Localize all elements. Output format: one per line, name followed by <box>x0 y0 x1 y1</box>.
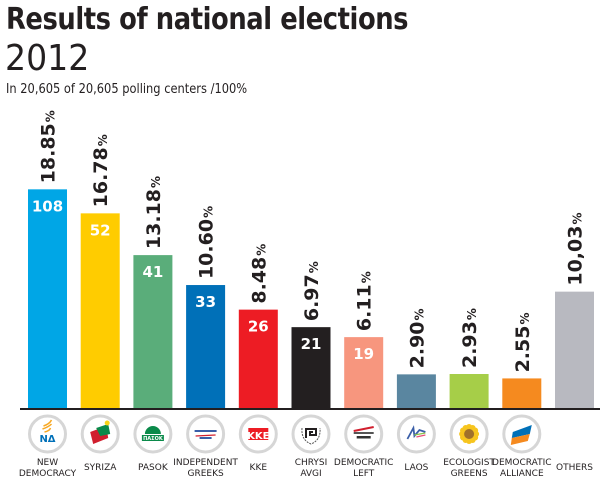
percent-label: 8.48% <box>248 244 270 304</box>
bar-democratic-left <box>344 337 384 408</box>
ecologist-greens-logo-icon <box>449 414 489 454</box>
bar-new-democracy <box>28 189 67 408</box>
category-label: LAOS <box>404 463 428 473</box>
seats-label: 26 <box>248 318 269 336</box>
seats-label: 19 <box>353 345 374 363</box>
percent-label: 2.93% <box>459 308 481 368</box>
independent-greeks-logo-icon <box>186 414 226 454</box>
category-label: DEMOCRATIC ALLIANCE <box>492 458 552 479</box>
svg-text:ΠΑΣΟΚ: ΠΑΣΟΚ <box>143 436 164 442</box>
percent-label: 10,03% <box>565 213 587 286</box>
category-label: ECOLOGIST GREENS <box>443 458 495 479</box>
kke-logo-icon: KKE <box>238 414 278 454</box>
percent-label: 6.11% <box>354 271 376 331</box>
svg-text:NΔ: NΔ <box>39 434 55 445</box>
chart-subtitle: In 20,605 of 20,605 polling centers /100… <box>6 82 248 97</box>
category-label: NEW DEMOCRACY <box>19 458 77 479</box>
percent-label: 2.90% <box>406 308 428 368</box>
category-label: OTHERS <box>556 463 593 473</box>
seats-label: 33 <box>195 293 216 311</box>
syriza-logo-icon <box>80 414 120 454</box>
democratic-left-logo-icon <box>344 414 384 454</box>
category-label: DEMOCRATIC LEFT <box>334 458 394 479</box>
seats-label: 108 <box>32 197 63 215</box>
svg-text:KKE: KKE <box>247 431 269 442</box>
category-label: KKE <box>250 463 268 473</box>
percent-label: 6.97% <box>301 261 323 321</box>
bar-kke <box>238 309 278 408</box>
percent-label: 18.85% <box>38 110 60 183</box>
bar-democratic-alliance <box>502 378 542 408</box>
category-label: SYRIZA <box>84 463 117 473</box>
category-label: PASOK <box>138 463 169 473</box>
chart-title: Results of national elections <box>6 2 409 37</box>
percent-label: 13.18% <box>143 176 165 249</box>
bar-chrysi-avgi <box>291 327 331 408</box>
nd-logo-icon: NΔ <box>28 414 67 454</box>
bar-ecologist-greens <box>449 374 489 408</box>
category-label: INDEPENDENT GREEKS <box>173 458 238 479</box>
bar-pasok <box>133 255 173 408</box>
pasok-logo-icon: ΠΑΣΟΚ <box>133 414 173 454</box>
bar-laos <box>396 374 436 408</box>
bar-independent-greeks <box>186 285 226 408</box>
category-label: CHRYSI AVGI <box>295 458 328 479</box>
chrysi-avgi-logo-icon <box>291 414 331 454</box>
seats-label: 41 <box>142 263 163 281</box>
democratic-alliance-logo-icon <box>502 414 542 454</box>
percent-label: 2.55% <box>512 312 534 372</box>
percent-label: 10.60% <box>196 206 218 279</box>
bar-others <box>555 291 594 408</box>
bar-syriza <box>80 213 120 408</box>
laos-logo-icon <box>396 414 436 454</box>
seats-label: 52 <box>90 221 111 239</box>
chart-year: 2012 <box>5 38 90 79</box>
percent-label: 16.78% <box>90 134 112 207</box>
seats-label: 21 <box>301 335 322 353</box>
